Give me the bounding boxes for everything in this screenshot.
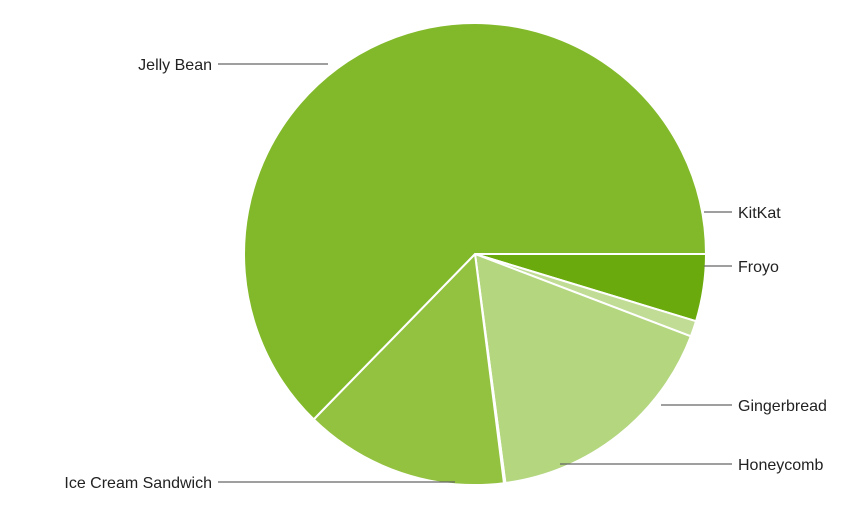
slice-label-froyo: Froyo — [738, 259, 779, 276]
slice-label-ice-cream-sandwich: Ice Cream Sandwich — [64, 475, 212, 492]
leader-lines-layer — [218, 63, 732, 483]
labels-layer: KitKat Froyo Gingerbread Honeycomb Ice Cream… — [64, 57, 827, 492]
slice-label-kitkat: KitKat — [738, 205, 781, 222]
pie-slice-ice-cream-sandwich — [312, 253, 505, 486]
slices-layer — [243, 22, 707, 486]
slice-label-gingerbread: Gingerbread — [738, 398, 827, 415]
slice-label-jelly-bean: Jelly Bean — [138, 57, 212, 74]
pie-slice-gingerbread — [474, 253, 692, 484]
slice-label-honeycomb: Honeycomb — [738, 457, 823, 474]
pie-slice-jelly-bean — [243, 22, 707, 421]
